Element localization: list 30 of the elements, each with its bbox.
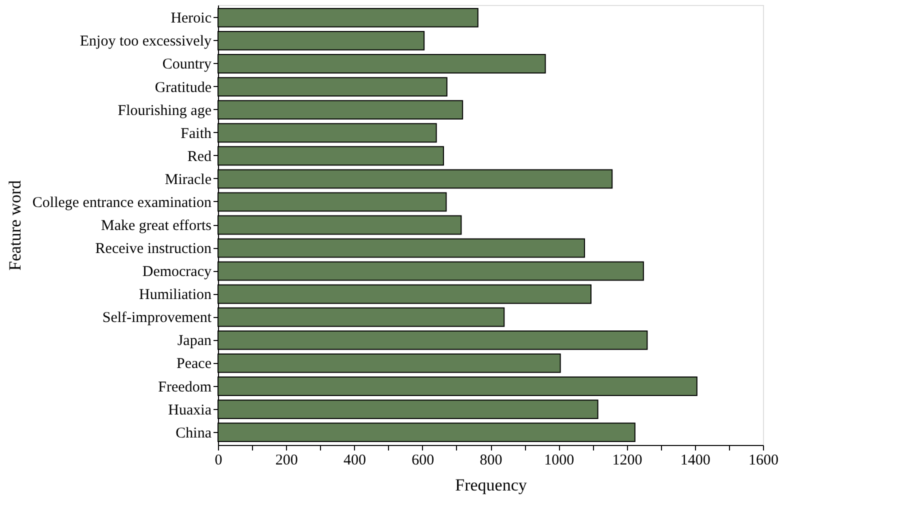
y-tick-label: Freedom bbox=[158, 379, 212, 396]
y-tick-label: Huaxia bbox=[168, 402, 212, 418]
x-tick-label: 1600 bbox=[748, 452, 778, 468]
y-tick-label: Enjoy too excessively bbox=[80, 34, 212, 50]
y-tick-label: Red bbox=[187, 148, 212, 165]
y-tick-label: Gratitude bbox=[154, 80, 212, 96]
x-tick-label: 600 bbox=[412, 452, 434, 468]
x-tick-label: 200 bbox=[275, 452, 298, 468]
x-tick-label: 1400 bbox=[680, 452, 710, 468]
x-tick-label: 1000 bbox=[544, 452, 574, 468]
y-tick-label: Make great efforts bbox=[100, 218, 212, 234]
x-tick-label: 0 bbox=[214, 452, 222, 468]
y-tick-label: Flourishing age bbox=[118, 102, 212, 119]
y-tick-label: Democracy bbox=[142, 264, 212, 280]
y-tick-label: Miracle bbox=[164, 172, 212, 188]
y-tick-label: Receive instruction bbox=[95, 241, 212, 258]
x-tick-label: 1200 bbox=[612, 452, 642, 468]
y-axis-title: Feature word bbox=[5, 180, 24, 271]
x-tick-label: 800 bbox=[480, 452, 502, 468]
x-tick-label: 400 bbox=[344, 452, 366, 468]
y-tick-label: Peace bbox=[176, 356, 212, 372]
y-tick-label: Country bbox=[162, 56, 212, 73]
y-tick-label: Humiliation bbox=[139, 287, 212, 304]
y-tick-label: Heroic bbox=[170, 10, 212, 27]
y-tick-label: Faith bbox=[180, 126, 212, 142]
y-tick-label: Self-improvement bbox=[102, 310, 212, 326]
y-tick-label: China bbox=[176, 425, 212, 442]
x-axis-title: Frequency bbox=[455, 476, 528, 494]
y-tick-label: Japan bbox=[177, 333, 212, 350]
y-tick-label: College entrance examination bbox=[32, 194, 212, 211]
